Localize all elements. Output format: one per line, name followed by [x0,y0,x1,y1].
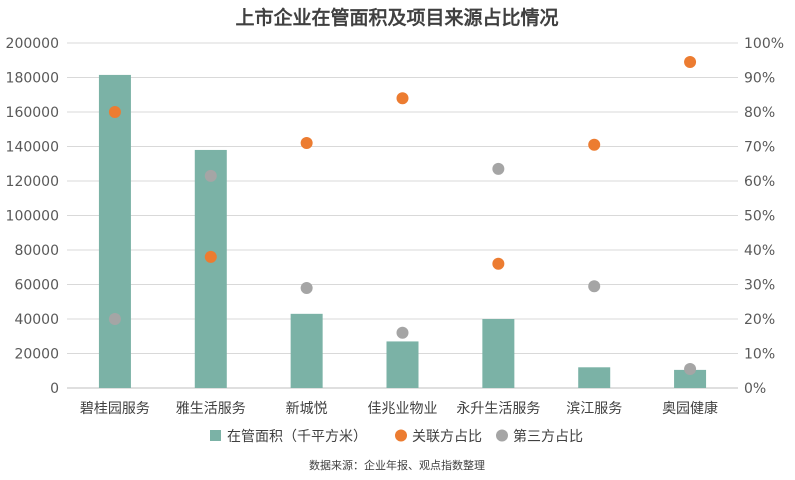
third-party-point-1 [108,313,121,325]
right-axis-ticks: 0% 10% 20% 30% 40% 50% 60% 70% 80% 90% 100% [744,36,784,397]
chart-title: 上市企业在管面积及项目来源占比情况 [235,6,558,29]
category-label: 滨江服务 [566,401,622,417]
right-tick-label: 10% [744,347,775,363]
left-tick-label: 100000 [6,209,59,225]
right-tick-label: 80% [744,105,775,121]
category-label: 碧桂园服务 [80,401,150,417]
category-label: 雅生活服务 [176,401,246,417]
third-party-point-2 [204,169,217,182]
right-tick-label: 20% [744,312,775,328]
bar-2 [194,149,227,388]
category-label: 永升生活服务 [456,401,540,417]
left-tick-label: 20000 [14,347,59,363]
legend-label: 第三方占比 [513,428,583,445]
right-tick-label: 100% [744,36,784,52]
left-tick-label: 80000 [14,243,59,259]
left-tick-label: 200000 [6,36,59,52]
gridlines [67,42,738,389]
category-label: 新城悦 [286,401,328,417]
third-party-point-4 [396,326,409,339]
left-tick-label: 180000 [6,71,59,87]
bar-3 [290,313,323,388]
left-tick-label: 0 [50,381,59,397]
related-party-point-4 [396,92,409,105]
related-party-point-1 [108,106,121,118]
bar-5 [482,319,515,388]
third-party-point-5 [492,162,505,175]
legend-swatch-area [210,430,221,441]
left-axis-ticks: 0 20000 40000 60000 80000 100000 120000 140000 1… [6,36,59,397]
category-label: 佳兆业物业 [368,401,438,417]
source-note: 数据来源：企业年报、观点指数整理 [309,458,485,472]
right-tick-label: 90% [744,71,775,87]
category-label: 奥园健康 [662,400,718,417]
related-party-point-5 [492,257,505,270]
right-tick-label: 60% [744,174,775,190]
bar-7 [674,369,707,388]
bar-4 [386,341,419,388]
right-tick-label: 50% [744,209,775,225]
bar-6 [578,367,611,388]
third-party-point-3 [300,281,313,294]
related-party-point-6 [588,138,601,151]
bar-1 [98,74,131,388]
left-tick-label: 40000 [14,312,59,328]
right-tick-label: 40% [744,243,775,259]
left-tick-label: 140000 [6,140,59,156]
related-party-point-3 [300,137,313,150]
left-tick-label: 160000 [6,105,59,121]
related-party-point-7 [684,55,697,68]
legend-swatch-third [496,429,508,442]
legend: 在管面积（千平方米） 关联方占比 第三方占比 [210,428,583,445]
left-tick-label: 120000 [6,174,59,190]
third-party-point-6 [588,280,601,293]
right-tick-label: 0% [744,381,766,397]
right-tick-label: 30% [744,278,775,294]
point-series [108,55,697,376]
left-tick-label: 60000 [14,278,59,294]
third-party-point-7 [684,363,697,376]
bar-series [98,74,707,388]
right-tick-label: 70% [744,140,775,156]
legend-label: 在管面积（千平方米） [227,429,367,445]
category-labels: 碧桂园服务 雅生活服务 新城悦 佳兆业物业 永升生活服务 滨江服务 奥园健康 [80,400,718,417]
legend-swatch-related [395,429,407,442]
legend-label: 关联方占比 [412,429,482,445]
related-party-point-2 [204,250,217,263]
